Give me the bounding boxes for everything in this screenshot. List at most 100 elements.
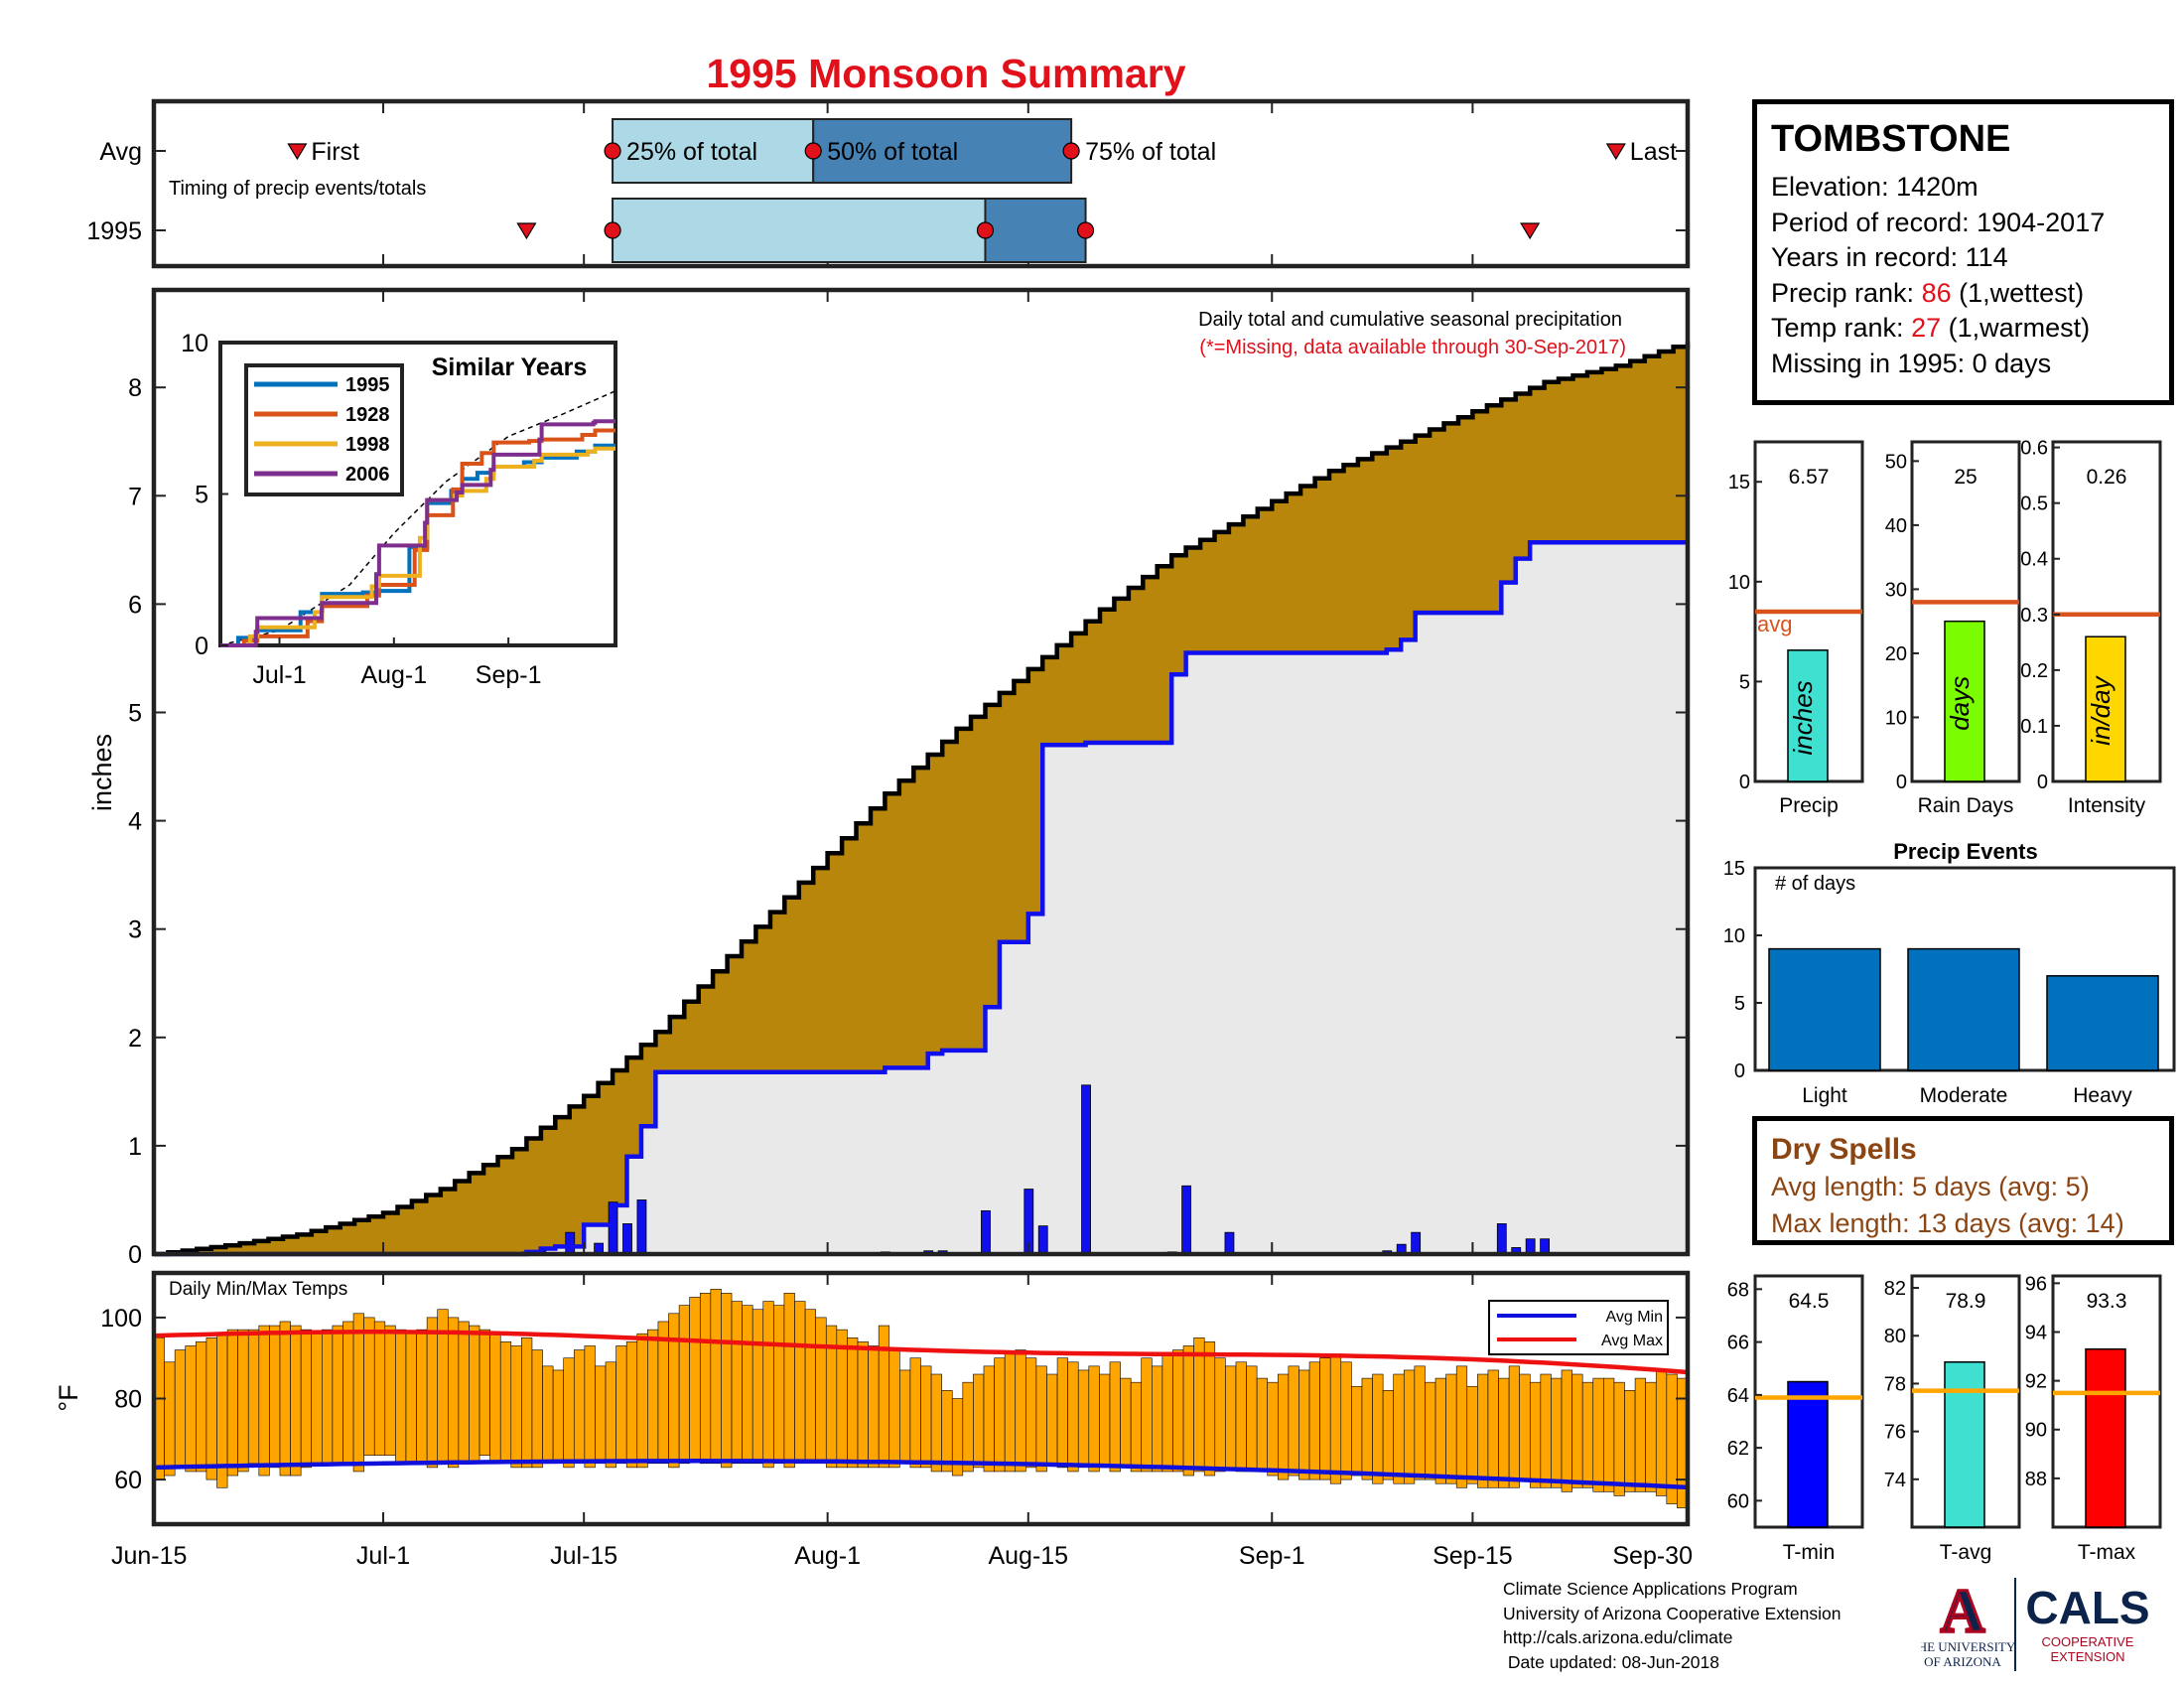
daily-temp-range-bar <box>804 1309 816 1465</box>
daily-precip-bar <box>1411 1231 1422 1255</box>
daily-temp-range-bar <box>751 1309 764 1465</box>
timing-first-last-marker <box>1605 143 1626 161</box>
daily-temp-range-bar <box>1519 1373 1531 1480</box>
stat-ytick-label: 20 <box>1885 643 1907 665</box>
daily-temp-range-bar <box>258 1325 270 1477</box>
inset-ytick-label: 5 <box>195 482 208 509</box>
daily-temp-range-bar <box>657 1321 669 1465</box>
stat-ytick-label: 0 <box>1896 772 1907 793</box>
daily-temp-range-bar <box>1225 1365 1237 1469</box>
precip-rank-line: Precip rank: 86 (1,wettest) <box>1771 276 2169 312</box>
daily-temp-range-bar <box>1351 1385 1363 1477</box>
cumulative-1995-area <box>154 542 1688 1254</box>
daily-temp-range-bar <box>1403 1369 1416 1484</box>
credit-university: University of Arizona Cooperative Extens… <box>1503 1603 1842 1623</box>
daily-temp-range-bar <box>1172 1349 1184 1473</box>
daily-temp-range-bar <box>1393 1373 1405 1484</box>
main-ytick-label: 7 <box>128 483 142 510</box>
daily-temp-range-bar <box>1152 1365 1163 1473</box>
stat-ytick-label: 0 <box>1739 772 1750 793</box>
inset-xtick-label: Aug-1 <box>360 661 427 689</box>
missing-text: Missing in 1995: 0 days <box>1771 348 2052 378</box>
main-chart-note-missing: (*=Missing, data available through 30-Se… <box>1199 337 1626 358</box>
events-ytick-label: 15 <box>1723 858 1745 880</box>
daily-temp-range-bar <box>563 1357 575 1469</box>
similar-legend-label: 1928 <box>345 404 390 426</box>
temp-stat-ytick-label: 64 <box>1727 1385 1749 1407</box>
daily-precip-bar <box>622 1223 632 1255</box>
daily-temp-range-bar <box>1434 1377 1446 1484</box>
daily-temp-range-bar <box>605 1361 616 1469</box>
precip-rank-value: 86 <box>1921 277 1952 308</box>
daily-temp-range-bar <box>1004 1353 1017 1473</box>
main-chart-note: Daily total and cumulative seasonal prec… <box>1198 309 1622 331</box>
daily-temp-range-bar <box>983 1365 995 1473</box>
temp-stat-value-tavg: 78.9 <box>1946 1290 1986 1313</box>
logo-univ-line2: OF ARIZONA <box>1924 1654 2001 1669</box>
daily-temp-range-bar <box>731 1301 743 1465</box>
daily-temp-range-bar <box>1655 1369 1668 1496</box>
daily-temp-range-bar <box>573 1349 586 1465</box>
stat-value-precip: 6.57 <box>1789 466 1830 489</box>
daily-temp-range-bar <box>469 1325 480 1465</box>
stat-ytick-label: 15 <box>1728 472 1750 493</box>
daily-temp-range-bar <box>205 1336 217 1480</box>
precip-avg-label: avg <box>1757 612 1792 636</box>
daily-precip-bar <box>981 1209 991 1255</box>
temp-stat-value-tmin: 64.5 <box>1789 1290 1830 1313</box>
main-ytick-label: 2 <box>128 1025 142 1053</box>
daily-temp-range-bar <box>962 1381 974 1473</box>
stat-label-precip: Precip <box>1779 794 1839 817</box>
daily-temp-range-bar <box>836 1329 848 1469</box>
daily-temp-range-bar <box>1329 1353 1342 1484</box>
precip-rank-label: Precip rank: <box>1771 277 1922 308</box>
similar-legend-label: 2006 <box>345 464 390 486</box>
temp-stat-ytick-label: 74 <box>1884 1470 1906 1491</box>
date-xtick-label: Aug-1 <box>794 1542 861 1570</box>
daily-temp-range-bar <box>1445 1373 1457 1484</box>
dry-max-length: Max length: 13 days (avg: 14) <box>1771 1208 2124 1238</box>
daily-temp-range-bar <box>584 1345 596 1469</box>
daily-temp-range-bar <box>164 1361 176 1477</box>
temp-stat-label-tmin: T-min <box>1783 1541 1836 1564</box>
temp-stat-ytick-label: 78 <box>1884 1373 1906 1395</box>
stat-ytick-label: 50 <box>1885 451 1907 473</box>
temp-stat-ytick-label: 94 <box>2025 1322 2047 1343</box>
temp-stat-ytick-label: 62 <box>1727 1438 1749 1460</box>
daily-temp-range-bar <box>1256 1377 1269 1473</box>
daily-temp-range-bar <box>1182 1345 1194 1477</box>
stat-ytick-label: 0.1 <box>2020 716 2048 738</box>
inset-xtick-label: Sep-1 <box>476 661 542 689</box>
daily-temp-range-bar <box>1645 1381 1657 1492</box>
temp-stat-ytick-label: 92 <box>2025 1371 2047 1393</box>
temp-stat-ytick-label: 82 <box>1884 1278 1906 1300</box>
timing-first-last-marker <box>287 143 308 161</box>
temp-stat-ytick-label: 80 <box>1884 1326 1906 1347</box>
stat-ytick-label: 0.2 <box>2020 660 2048 682</box>
daily-temp-range-bar <box>237 1329 249 1473</box>
daily-precip-bar <box>1224 1231 1235 1255</box>
inset-ytick-label: 10 <box>181 330 208 357</box>
daily-temp-range-bar <box>311 1333 323 1465</box>
daily-temp-range-bar <box>1372 1373 1384 1484</box>
stat-bar-raindays <box>1944 620 1985 782</box>
daily-temp-range-bar <box>1046 1373 1058 1465</box>
credit-url: http://cals.arizona.edu/climate <box>1503 1627 1733 1647</box>
dry-spells-box: Dry Spells Avg length: 5 days (avg: 5) M… <box>1752 1116 2174 1245</box>
legend-avg-min-label: Avg Min <box>1605 1309 1663 1326</box>
daily-temp-range-bar <box>773 1305 785 1465</box>
stat-unit-precip: inches <box>1788 680 1818 755</box>
daily-temp-range-bar <box>1319 1357 1331 1480</box>
period-text: Period of record: 1904-2017 <box>1771 207 2106 237</box>
daily-temp-range-bar <box>1477 1373 1489 1488</box>
stat-value-intensity: 0.26 <box>2087 466 2127 489</box>
daily-temp-range-bar <box>794 1301 806 1465</box>
daily-temp-range-bar <box>290 1325 302 1477</box>
daily-temp-range-bar <box>668 1313 680 1469</box>
stat-ytick-label: 0.5 <box>2020 493 2048 515</box>
date-xtick-label: Sep-1 <box>1239 1542 1305 1570</box>
precip-events-bar <box>2046 975 2159 1071</box>
stat-label-raindays: Rain Days <box>1918 794 2014 817</box>
events-ytick-label: 10 <box>1723 925 1745 947</box>
avg-min-temp-line <box>153 1459 1689 1490</box>
